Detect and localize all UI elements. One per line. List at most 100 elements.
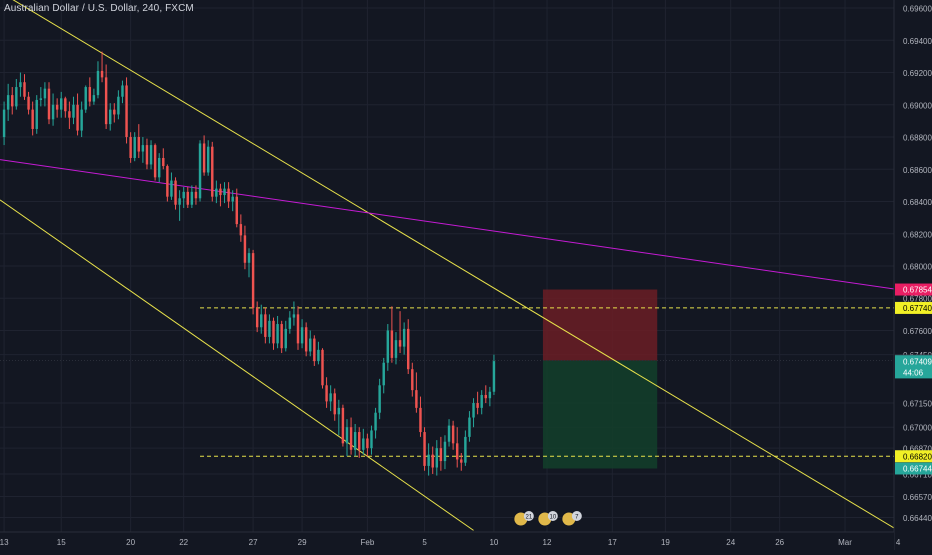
candle-body <box>108 109 112 125</box>
candle <box>337 399 341 436</box>
candle-body <box>325 385 328 402</box>
candle <box>447 419 451 447</box>
candle <box>39 87 43 107</box>
candle-body <box>27 96 30 110</box>
price-tick-label: 0.66440 <box>903 514 932 523</box>
candle-body <box>2 109 6 138</box>
candle-body <box>386 330 390 363</box>
candle-body <box>276 324 279 344</box>
price-tick-label: 0.68400 <box>903 198 932 207</box>
take-profit-zone[interactable] <box>542 360 658 469</box>
candle <box>190 185 194 208</box>
candle-body <box>235 196 238 225</box>
candle <box>153 143 157 181</box>
candle-body <box>300 327 304 344</box>
candle <box>411 362 414 397</box>
candle-body <box>219 188 222 196</box>
event-count: 21 <box>526 515 533 521</box>
candle-body <box>329 393 332 402</box>
candle <box>215 180 218 204</box>
candle <box>268 314 271 344</box>
candle-body <box>427 454 430 466</box>
event-badges[interactable]: 21 10 7 <box>513 511 582 527</box>
time-tick-label: 4 <box>896 538 901 547</box>
price-tag <box>895 301 932 314</box>
candle-body <box>447 425 451 442</box>
price-tag-label: 0.66744 <box>903 465 932 474</box>
candle <box>288 311 292 334</box>
price-tick-label: 0.67000 <box>903 424 932 433</box>
candle-body <box>137 137 141 152</box>
candle-body <box>19 82 22 88</box>
trendline[interactable] <box>0 159 899 291</box>
candle <box>92 88 96 105</box>
candle <box>398 311 402 354</box>
candle <box>460 453 463 471</box>
candle-body <box>398 340 402 347</box>
candle <box>292 301 296 326</box>
stop-loss-zone[interactable] <box>542 289 658 361</box>
event-badge[interactable]: 10 <box>537 511 558 527</box>
candle-body <box>304 327 308 352</box>
candle <box>341 404 345 447</box>
candle-body <box>345 427 349 444</box>
event-badge[interactable]: 7 <box>561 511 582 527</box>
candle <box>96 61 100 99</box>
candle-body <box>255 307 259 328</box>
candle <box>247 248 251 278</box>
price-tag-label: 0.67854 <box>903 286 932 295</box>
candle <box>227 182 230 208</box>
candle-body <box>247 253 251 263</box>
candle <box>174 177 177 210</box>
candle-body <box>68 111 71 118</box>
grid <box>0 0 899 532</box>
candle-body <box>76 104 79 131</box>
price-tick-label: 0.69400 <box>903 37 932 46</box>
event-count-bubble <box>571 511 582 521</box>
price-tick-label: 0.68800 <box>903 134 932 143</box>
candle <box>272 317 275 350</box>
candle <box>280 320 283 354</box>
candle <box>329 385 332 412</box>
candle <box>47 82 51 125</box>
candle-body <box>72 104 75 118</box>
candle <box>362 428 365 455</box>
candle-body <box>402 328 406 347</box>
candle-body <box>280 324 283 349</box>
candle-body <box>406 328 410 370</box>
candle-body <box>488 391 492 399</box>
candle <box>64 96 67 118</box>
drawings[interactable] <box>0 0 899 531</box>
candle <box>427 443 430 476</box>
event-badge[interactable]: 21 <box>513 511 534 527</box>
price-tick-label: 0.66870 <box>903 445 932 454</box>
candle-body <box>272 320 275 344</box>
candle-body <box>117 96 120 115</box>
candle-body <box>292 314 296 318</box>
candle <box>296 306 300 350</box>
trendline[interactable] <box>0 0 899 531</box>
candle-body <box>88 87 92 102</box>
candle <box>349 417 353 455</box>
candle <box>211 141 214 202</box>
candle <box>186 187 190 208</box>
candle-body <box>145 145 149 165</box>
candle <box>313 335 316 366</box>
event-count-bubble <box>523 511 534 521</box>
candle <box>76 93 79 136</box>
candle-body <box>464 436 467 463</box>
candle <box>198 140 202 202</box>
time-tick-label: 20 <box>126 538 135 547</box>
time-axis[interactable] <box>0 532 894 550</box>
candle <box>68 101 71 129</box>
trendline[interactable] <box>0 199 474 531</box>
candle <box>11 87 14 115</box>
candle <box>284 320 287 352</box>
candle <box>406 319 410 375</box>
candle <box>55 98 59 118</box>
position-tool[interactable] <box>542 289 658 469</box>
price-tick-label: 0.69000 <box>903 101 932 110</box>
